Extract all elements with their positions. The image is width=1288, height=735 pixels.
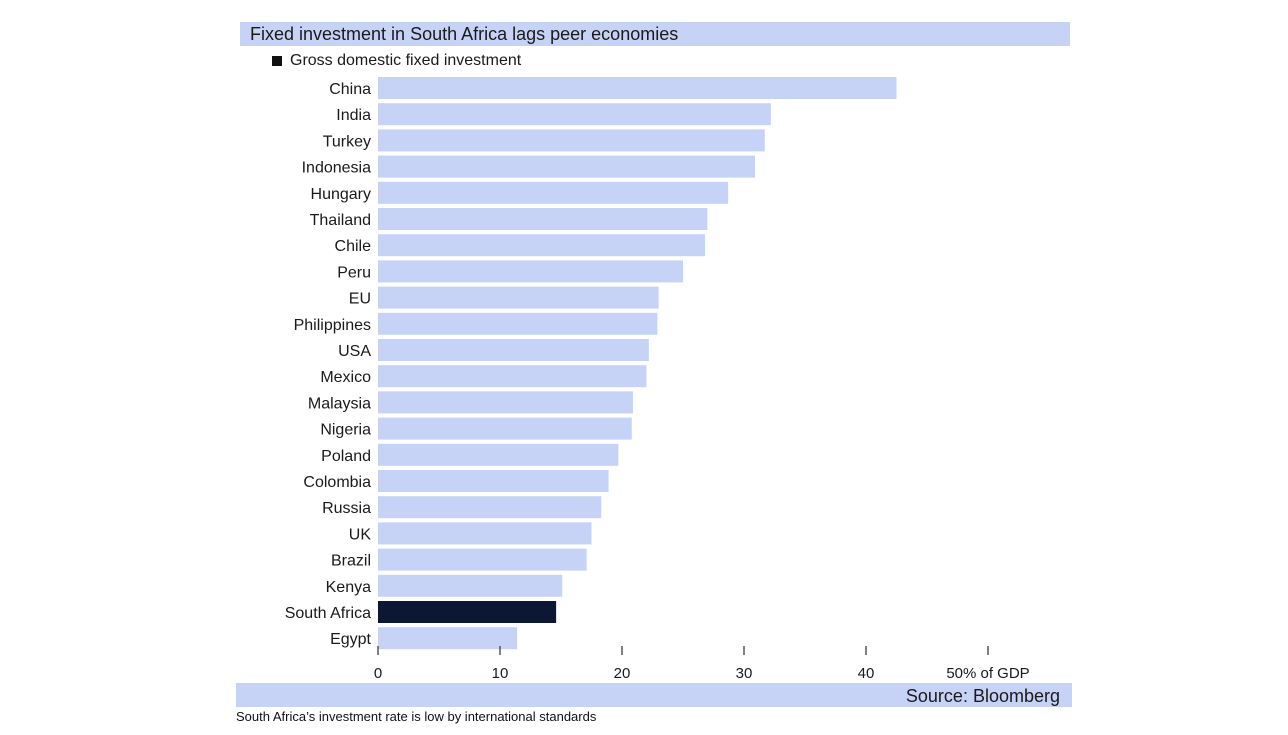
category-label-brazil: Brazil — [331, 553, 371, 570]
bar-philippines — [378, 312, 658, 335]
category-label-malaysia: Malaysia — [308, 395, 371, 412]
category-label-russia: Russia — [322, 500, 371, 517]
category-label-uk: UK — [349, 526, 372, 543]
category-label-indonesia: Indonesia — [302, 160, 371, 177]
bar-colombia — [378, 470, 609, 492]
bar-russia — [378, 496, 602, 519]
bar-usa — [378, 339, 649, 361]
title-band — [240, 22, 1070, 46]
bar-uk — [378, 522, 592, 545]
category-label-colombia: Colombia — [303, 474, 371, 491]
legend-label: Gross domestic fixed investment — [290, 52, 522, 69]
chart-title: Fixed investment in South Africa lags pe… — [250, 24, 679, 44]
bar-nigeria — [378, 417, 632, 440]
source-band — [236, 683, 1072, 707]
category-label-philippines: Philippines — [294, 317, 371, 334]
category-label-eu: EU — [349, 291, 371, 308]
bar-peru — [378, 260, 683, 283]
category-label-chile: Chile — [335, 238, 372, 255]
x-tick-label-10: 10 — [492, 665, 509, 682]
x-tick-label-50: 50% of GDP — [946, 665, 1029, 682]
caption: South Africa’s investment rate is low by… — [236, 709, 597, 724]
x-tick-label-20: 20 — [614, 665, 631, 682]
bar-china — [378, 77, 897, 99]
category-label-egypt: Egypt — [330, 631, 371, 648]
legend-swatch — [272, 56, 282, 66]
bar-kenya — [378, 574, 563, 597]
bar-eu — [378, 286, 659, 309]
category-label-turkey: Turkey — [323, 133, 371, 150]
x-axis-layer: 0 10 20 30 40 50% of GDP — [374, 646, 1030, 682]
category-label-thailand: Thailand — [310, 212, 371, 229]
category-label-mexico: Mexico — [320, 369, 371, 386]
category-label-nigeria: Nigeria — [320, 422, 371, 439]
bar-egypt — [378, 627, 518, 650]
x-tick-label-40: 40 — [858, 665, 875, 682]
category-labels-layer: China India Turkey Indonesia Hungary Thailand… — [285, 81, 372, 648]
bar-south-africa — [378, 601, 557, 623]
category-label-peru: Peru — [337, 264, 371, 281]
category-label-south-africa: South Africa — [285, 605, 371, 622]
bars-layer — [378, 77, 897, 650]
category-label-hungary: Hungary — [311, 186, 371, 203]
source-text: Source: Bloomberg — [905, 686, 1060, 706]
bar-malaysia — [378, 391, 633, 414]
bar-turkey — [378, 129, 765, 152]
x-tick-label-30: 30 — [736, 665, 753, 682]
category-label-kenya: Kenya — [326, 579, 371, 596]
bar-hungary — [378, 181, 729, 204]
category-label-usa: USA — [338, 343, 371, 360]
x-tick-label-0: 0 — [374, 665, 382, 682]
bar-indonesia — [378, 155, 755, 178]
bar-thailand — [378, 208, 708, 230]
bar-mexico — [378, 365, 647, 388]
legend: Gross domestic fixed investment — [272, 52, 521, 70]
bar-india — [378, 103, 771, 126]
category-label-china: China — [329, 81, 371, 98]
bar-poland — [378, 443, 619, 466]
bar-brazil — [378, 548, 587, 571]
category-label-india: India — [336, 107, 371, 124]
category-label-poland: Poland — [321, 448, 371, 465]
bar-chile — [378, 234, 705, 257]
